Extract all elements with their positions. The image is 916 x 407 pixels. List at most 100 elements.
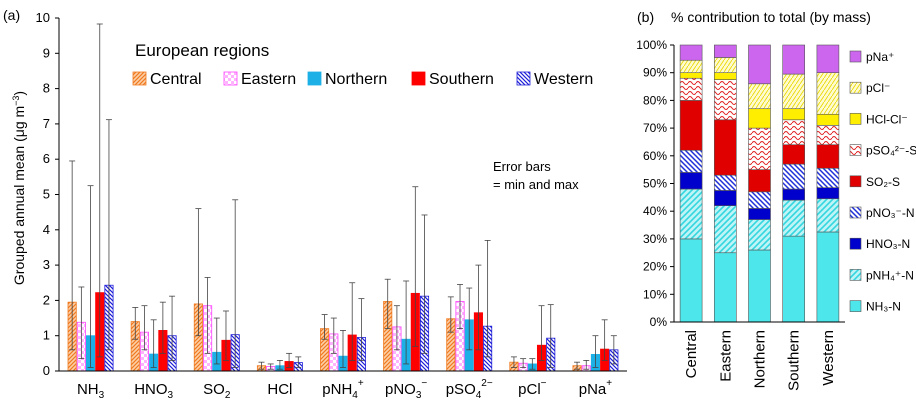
x-category-label: pNa+ bbox=[579, 378, 613, 398]
legend-swatch-pnh-n bbox=[849, 269, 862, 281]
error-bar-note-line-1: Error bars bbox=[493, 159, 551, 174]
panel-b: (b) % contribution to total (by mass) 0%… bbox=[636, 9, 916, 391]
stacked-segment-pnh-n bbox=[713, 205, 737, 254]
stacked-segment-pno-n bbox=[816, 167, 840, 188]
x-category-label: pCl− bbox=[518, 378, 547, 398]
y-tick-label: 20% bbox=[643, 260, 667, 274]
stacked-segment-so-s bbox=[713, 119, 737, 176]
y-tick-label: 10 bbox=[36, 10, 50, 25]
legend-swatch-nh-n bbox=[849, 300, 862, 312]
y-tick-label: 0 bbox=[43, 363, 50, 378]
y-tick-label: 40% bbox=[643, 204, 667, 218]
stacked-segment-hcl-cl bbox=[748, 108, 771, 129]
y-tick-label: 60% bbox=[643, 149, 667, 163]
legend-label-pnh-n: pNH₄⁺-N bbox=[866, 268, 914, 282]
legend-label-pna: pNa⁺ bbox=[866, 50, 894, 64]
panel-a-ylabel: Grouped annual mean (μg m−3) bbox=[11, 91, 27, 285]
panel-b-legend: pNa⁺ pCl⁻ HCl-Cl⁻ pSO₄²⁻-S SO₂-S pNO₃⁻-N HNO₃-… bbox=[849, 50, 916, 314]
y-tick-label: 2 bbox=[43, 292, 50, 307]
y-tick-label: 0% bbox=[650, 315, 668, 329]
y-tick-label: 50% bbox=[643, 177, 667, 191]
legend-swatch-pso-s bbox=[849, 144, 862, 156]
stacked-segment-pno-n bbox=[679, 149, 703, 173]
legend-swatch-pcl bbox=[849, 81, 862, 94]
stacked-segment-hcl-cl bbox=[816, 113, 840, 126]
x-category-label: Central bbox=[683, 330, 700, 378]
y-tick-label: 8 bbox=[43, 81, 50, 96]
panel-b-label: (b) bbox=[637, 9, 654, 25]
stacked-segment-pcl bbox=[748, 83, 771, 110]
stacked-segment-nh-n bbox=[679, 238, 703, 323]
stacked-segment-pcl bbox=[679, 59, 703, 74]
stacked-segment-pcl bbox=[816, 72, 840, 115]
y-tick-label: 6 bbox=[43, 151, 50, 166]
y-tick-label: 80% bbox=[643, 93, 667, 107]
legend-label-hcl-cl: HCl-Cl⁻ bbox=[866, 112, 908, 126]
stacked-segment-pnh-n bbox=[782, 199, 806, 237]
legend-title: European regions bbox=[135, 41, 269, 60]
y-tick-label: 7 bbox=[43, 116, 50, 131]
stacked-segment-pna bbox=[748, 44, 771, 85]
stacked-segment-nh-n bbox=[748, 249, 771, 323]
legend-label-western: Western bbox=[534, 71, 593, 88]
stacked-segment-nh-n bbox=[782, 235, 806, 323]
y-tick-label: 5 bbox=[43, 187, 50, 202]
stacked-segment-nh-n bbox=[816, 231, 840, 323]
stacked-segment-hcl-cl bbox=[679, 72, 703, 79]
stacked-segment-pno-n bbox=[782, 163, 806, 190]
legend: European regions Central Eastern Northern S… bbox=[132, 41, 593, 88]
stacked-segment-pno-n bbox=[748, 191, 771, 209]
x-category-label: Eastern bbox=[717, 330, 734, 382]
legend-label-northern: Northern bbox=[325, 71, 387, 88]
x-category-label: Northern bbox=[752, 330, 769, 388]
legend-label-pcl: pCl⁻ bbox=[866, 81, 890, 95]
legend-swatch-pno-n bbox=[849, 206, 862, 219]
stacked-segment-pno-n bbox=[713, 174, 737, 191]
stacked-segment-pna bbox=[679, 44, 703, 61]
legend-swatch-southern bbox=[411, 71, 426, 86]
error-bar-note-line-2: = min and max bbox=[493, 177, 579, 192]
legend-label-pno-n: pNO₃⁻-N bbox=[866, 206, 915, 220]
legend-label-eastern: Eastern bbox=[241, 71, 296, 88]
legend-swatch-northern bbox=[307, 71, 322, 86]
stacked-segment-pcl bbox=[713, 57, 737, 73]
stacked-segment-hno-n bbox=[816, 187, 840, 200]
legend-label-southern: Southern bbox=[429, 71, 494, 88]
legend-label-hno-n: HNO₃-N bbox=[866, 237, 910, 251]
stacked-segment-so-s bbox=[816, 144, 840, 169]
stacked-segment-so-s bbox=[748, 169, 771, 193]
y-tick-label: 3 bbox=[43, 257, 50, 272]
legend-swatch-hno-n bbox=[849, 237, 862, 250]
panel-a: (a) Grouped annual mean (μg m−3) 0 1 2 3 4 5 6… bbox=[3, 7, 627, 401]
panel-b-title: % contribution to total (by mass) bbox=[671, 9, 871, 25]
stacked-segment-pso-s bbox=[816, 125, 840, 146]
x-category-label: HNO3 bbox=[134, 381, 173, 401]
legend-swatch-western bbox=[516, 71, 531, 86]
stacked-segment-pso-s bbox=[713, 79, 737, 121]
legend-label-so-s: SO₂-S bbox=[866, 175, 900, 189]
stacked-segment-hno-n bbox=[748, 208, 771, 220]
legend-label-central: Central bbox=[150, 71, 202, 88]
x-category-label: NH3 bbox=[77, 381, 105, 401]
y-tick-label: 1 bbox=[43, 328, 50, 343]
legend-swatch-pna bbox=[849, 50, 862, 63]
legend-label-nh-n: NH₃-N bbox=[866, 300, 901, 314]
y-tick-label: 100% bbox=[636, 38, 667, 52]
stacked-segment-pna bbox=[713, 44, 737, 58]
stacked-segment-pcl bbox=[782, 73, 806, 110]
stacked-segment-hno-n bbox=[713, 190, 737, 206]
y-tick-label: 30% bbox=[643, 232, 667, 246]
panel-a-label: (a) bbox=[3, 7, 20, 23]
y-tick-label: 9 bbox=[43, 45, 50, 60]
stacked-segment-pnh-n bbox=[679, 188, 703, 240]
legend-swatch-eastern bbox=[223, 71, 238, 86]
stacked-segment-hcl-cl bbox=[782, 108, 806, 121]
x-category-label: HCl bbox=[267, 381, 292, 398]
legend-label-pso-s: pSO₄²⁻-S bbox=[866, 144, 916, 158]
stacked-segment-hno-n bbox=[679, 172, 703, 190]
y-tick-label: 4 bbox=[43, 222, 50, 237]
stacked-segment-pso-s bbox=[679, 77, 703, 101]
stacked-segment-hcl-cl bbox=[713, 72, 737, 80]
x-category-label: Western bbox=[820, 330, 837, 386]
